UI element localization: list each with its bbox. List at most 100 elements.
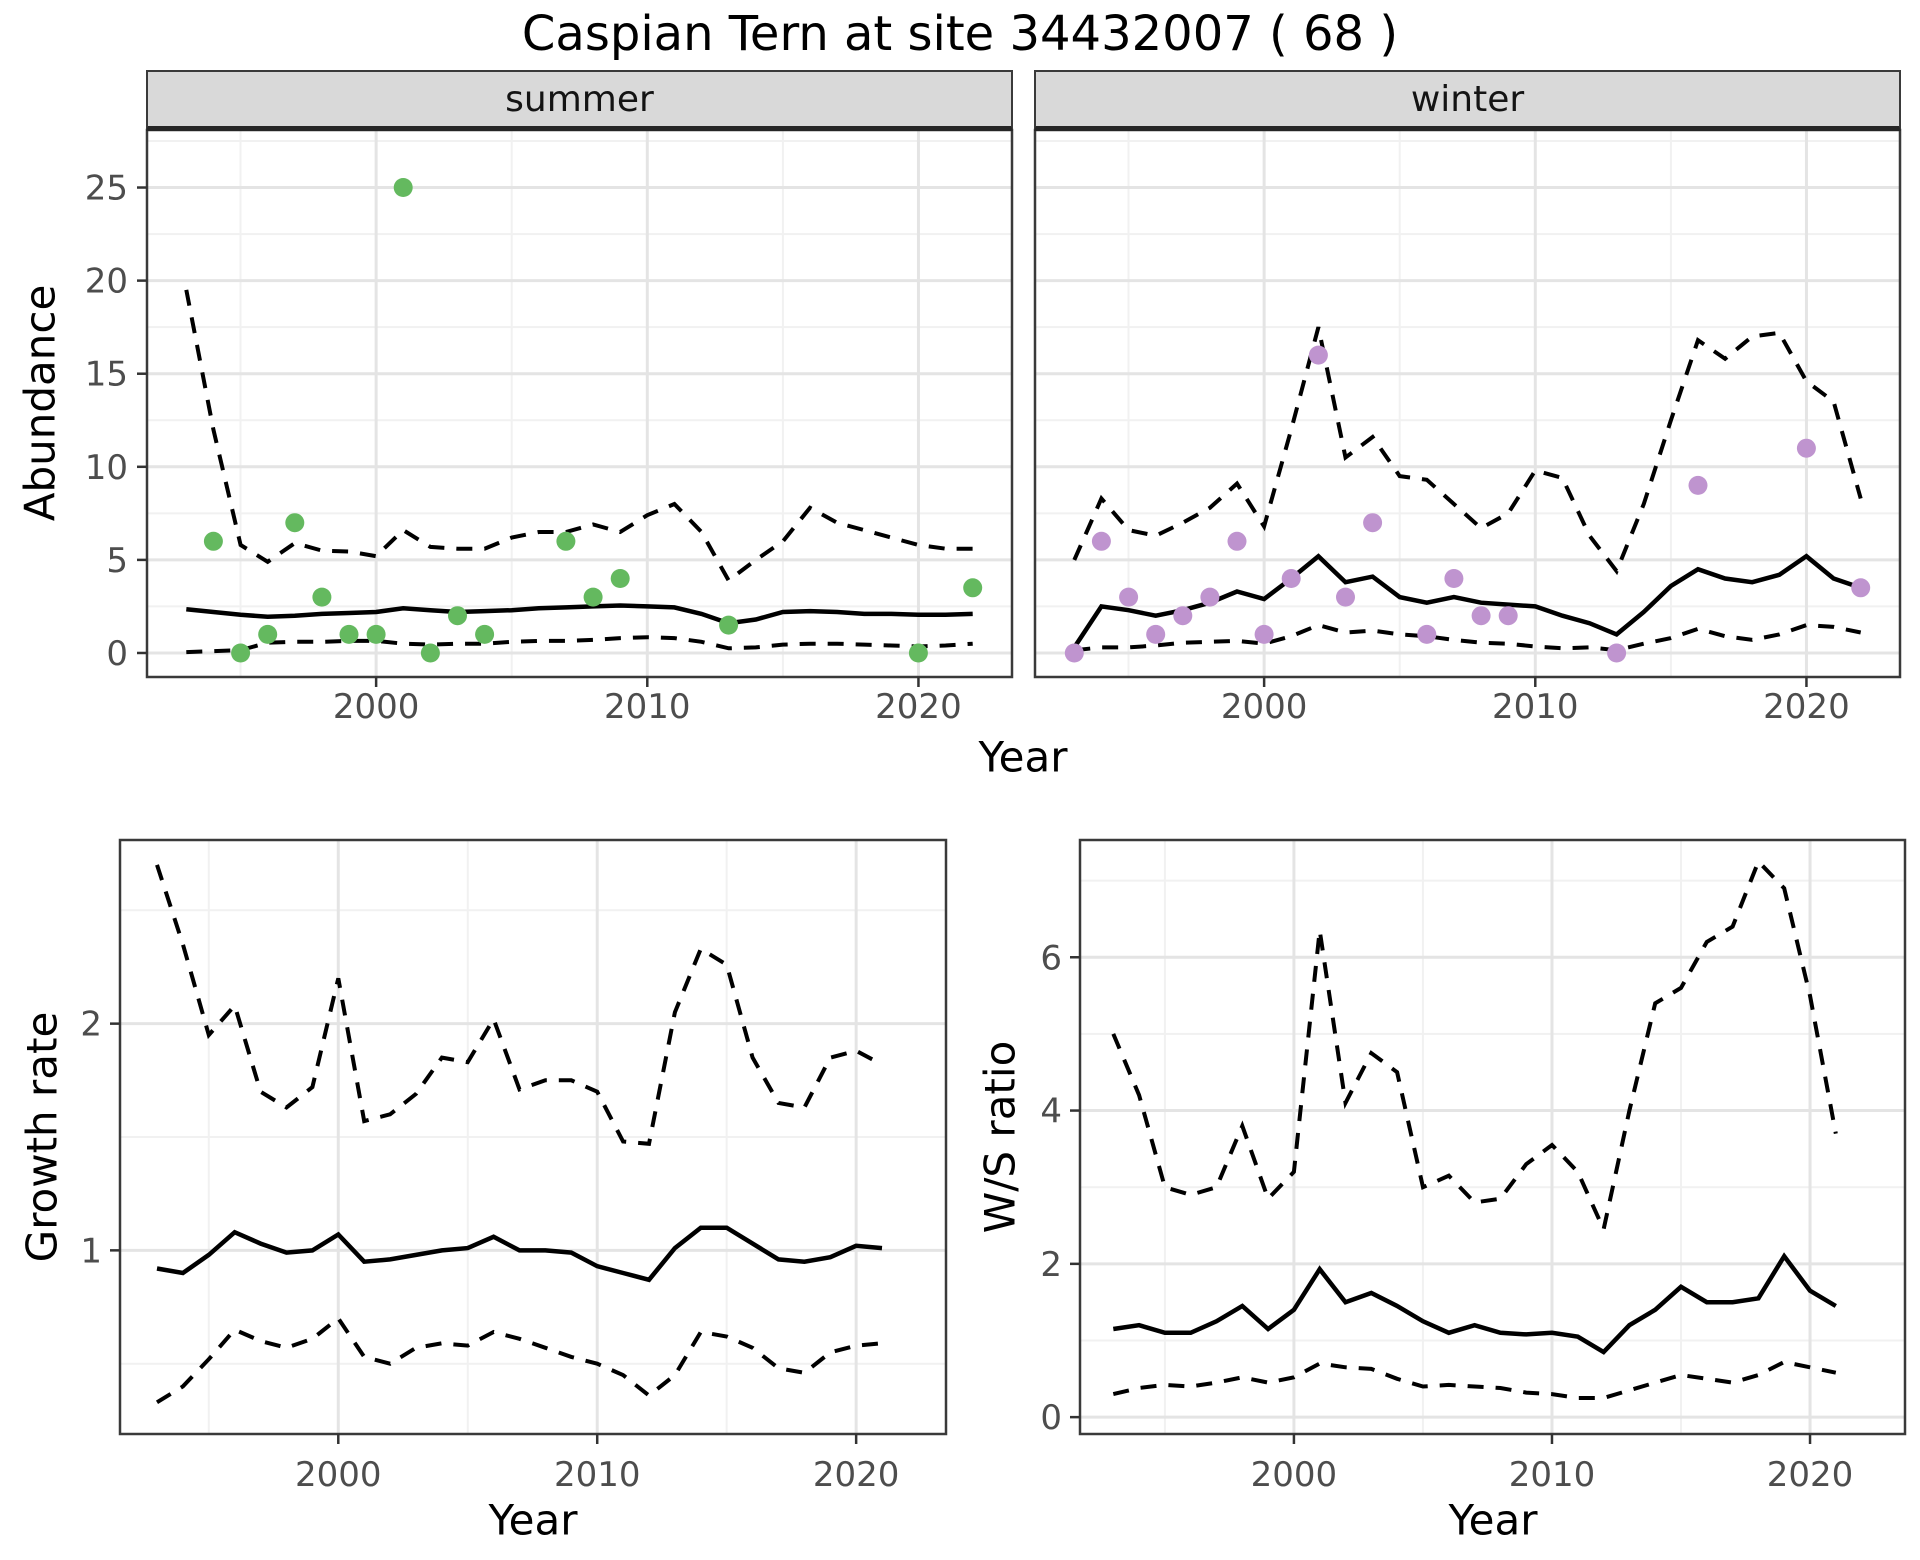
growth-rate-y-tick-label: 2 xyxy=(80,1005,102,1045)
ws-ratio-y-tick-label: 0 xyxy=(1040,1398,1062,1438)
abundance-winter-point xyxy=(1336,587,1355,607)
abundance-summer-x-axis: 2000 2010 2020 xyxy=(333,677,962,727)
y-axis-title-growth-rate: Growth rate xyxy=(17,1011,67,1263)
x-axis-title-year-ws: Year xyxy=(1448,1495,1538,1545)
abundance-winter-point xyxy=(1091,531,1111,551)
abundance-summer-x-tick-label: 2000 xyxy=(333,687,420,727)
abundance-summer-upper_ci-line xyxy=(184,289,973,584)
abundance-winter-point xyxy=(1688,475,1708,495)
abundance-summer-points-layer xyxy=(203,178,983,663)
abundance-winter-lower_ci-line xyxy=(1074,622,1862,653)
abundance-winter-upper_ci-line xyxy=(1072,326,1863,576)
page-title: Caspian Tern at site 34432007 ( 68 ) xyxy=(521,6,1399,62)
abundance-summer-point xyxy=(719,615,739,635)
abundance-winter-point xyxy=(1173,606,1193,626)
growth-rate-y-tick-label: 1 xyxy=(80,1231,102,1271)
ws-ratio-y-tick-label: 6 xyxy=(1040,938,1062,978)
growth-rate-median-line xyxy=(156,1225,883,1283)
abundance-summer-median-line xyxy=(186,603,973,626)
growth-rate-y-axis: 12 xyxy=(80,1005,120,1271)
abundance-summer-point xyxy=(258,624,278,644)
abundance-winter-x-axis: 2000 2010 2020 xyxy=(1221,677,1850,727)
abundance-winter-point xyxy=(1281,569,1301,588)
abundance-summer-point xyxy=(420,643,440,663)
abundance-summer-point xyxy=(610,569,630,588)
abundance-summer-y-tick-label: 20 xyxy=(85,262,128,302)
abundance-winter-point xyxy=(1417,624,1437,644)
panel-abundance-winter: 2000 2010 2020 xyxy=(1033,128,1902,727)
abundance-summer-point xyxy=(475,624,495,644)
abundance-summer-point xyxy=(339,624,359,644)
growth-rate-x-tick-label: 2000 xyxy=(295,1455,382,1495)
abundance-summer-point xyxy=(556,531,576,551)
abundance-summer-y-axis: 0 5 10 15 20 25 xyxy=(85,169,147,674)
ws-ratio-lower_ci-line xyxy=(1112,1359,1837,1400)
abundance-winter-point xyxy=(1119,587,1139,607)
abundance-summer-point xyxy=(583,587,603,607)
abundance-summer-point xyxy=(312,587,332,607)
ws-ratio-median-line xyxy=(1112,1252,1837,1355)
panel-ws-ratio: 2000 2010 2020 0 2 4 6 xyxy=(1040,838,1907,1495)
abundance-summer-y-tick-label: 10 xyxy=(85,448,128,488)
abundance-winter-point xyxy=(1851,578,1871,598)
x-axis-title-year-top: Year xyxy=(978,732,1068,782)
abundance-winter-point xyxy=(1498,606,1518,626)
abundance-summer-x-tick-label: 2020 xyxy=(875,687,962,727)
facet-strip-label-winter: winter xyxy=(1410,78,1525,120)
abundance-summer-point xyxy=(203,531,223,551)
abundance-summer-y-tick-label: 5 xyxy=(106,541,128,581)
growth-rate-grid-minor xyxy=(120,840,946,1434)
growth-rate-grid-major xyxy=(120,840,946,1434)
abundance-summer-y-tick-label: 25 xyxy=(85,169,128,209)
abundance-winter-point xyxy=(1444,569,1464,588)
abundance-summer-point xyxy=(285,513,305,533)
y-axis-title-ws-ratio: W/S ratio xyxy=(975,1040,1025,1234)
abundance-summer-lower_ci-line xyxy=(186,635,973,655)
x-axis-title-year-growth: Year xyxy=(488,1495,578,1545)
ws-ratio-x-tick-label: 2000 xyxy=(1251,1455,1338,1495)
abundance-winter-point xyxy=(1227,531,1247,551)
abundance-summer-y-tick-label: 0 xyxy=(106,634,128,674)
abundance-winter-point xyxy=(1146,624,1166,644)
abundance-summer-grid-minor xyxy=(147,130,1012,677)
abundance-winter-point xyxy=(1363,513,1383,533)
abundance-summer-grid-major xyxy=(147,130,1012,677)
ws-ratio-grid-major xyxy=(1080,840,1905,1434)
abundance-summer-y-tick-label: 15 xyxy=(85,355,128,395)
abundance-winter-x-tick-label: 2020 xyxy=(1763,687,1850,727)
ws-ratio-upper_ci-line xyxy=(1111,857,1838,1236)
growth-rate-x-axis: 2000 2010 2020 xyxy=(295,1434,899,1495)
panel-abundance-summer: 2000 2010 2020 0 5 10 15 20 25 xyxy=(85,128,1014,727)
abundance-summer-point xyxy=(393,178,413,197)
abundance-winter-point xyxy=(1308,345,1328,365)
facet-strip-winter: winter xyxy=(1034,70,1901,131)
abundance-summer-point xyxy=(366,624,386,644)
abundance-summer-x-tick-label: 2010 xyxy=(604,687,691,727)
ws-ratio-y-tick-label: 4 xyxy=(1040,1092,1062,1132)
abundance-summer-point xyxy=(231,643,251,663)
ws-ratio-y-tick-label: 2 xyxy=(1040,1245,1062,1285)
abundance-winter-grid-minor xyxy=(1035,130,1900,677)
abundance-winter-points-layer xyxy=(1064,345,1871,663)
abundance-winter-grid-major xyxy=(1035,130,1900,677)
abundance-summer-point xyxy=(908,643,928,663)
growth-rate-upper_ci-line xyxy=(155,864,883,1146)
ws-ratio-x-axis: 2000 2010 2020 xyxy=(1251,1434,1853,1495)
abundance-winter-point xyxy=(1796,438,1816,458)
growth-rate-lower_ci-line xyxy=(155,1315,883,1405)
abundance-summer-point xyxy=(448,606,467,626)
abundance-winter-point xyxy=(1471,606,1491,626)
abundance-summer-point xyxy=(963,578,983,598)
abundance-winter-point xyxy=(1064,643,1084,663)
facet-strip-summer: summer xyxy=(146,70,1013,131)
facet-strip-label-summer: summer xyxy=(505,78,654,120)
abundance-winter-x-tick-label: 2010 xyxy=(1492,687,1579,727)
growth-rate-x-tick-label: 2020 xyxy=(813,1455,900,1495)
ws-ratio-x-tick-label: 2010 xyxy=(1509,1455,1596,1495)
ws-ratio-grid-minor xyxy=(1080,840,1905,1434)
abundance-winter-x-tick-label: 2000 xyxy=(1221,687,1308,727)
abundance-winter-point xyxy=(1607,643,1627,663)
abundance-winter-point xyxy=(1200,587,1220,607)
